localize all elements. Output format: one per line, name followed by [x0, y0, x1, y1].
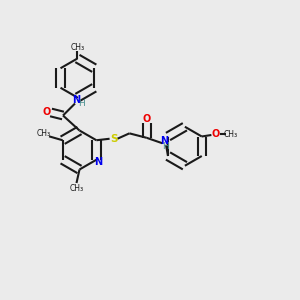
Text: N: N	[160, 136, 168, 146]
Text: S: S	[110, 134, 118, 144]
Text: CH₃: CH₃	[70, 43, 85, 52]
Text: O: O	[42, 106, 50, 117]
Text: O: O	[212, 129, 220, 139]
Text: N: N	[72, 95, 80, 105]
Text: CH₃: CH₃	[36, 129, 50, 138]
Text: CH₃: CH₃	[224, 130, 238, 139]
Text: O: O	[143, 114, 151, 124]
Text: N: N	[94, 157, 102, 167]
Text: H: H	[163, 142, 170, 152]
Text: CH₃: CH₃	[69, 184, 84, 193]
Text: H: H	[78, 99, 85, 108]
